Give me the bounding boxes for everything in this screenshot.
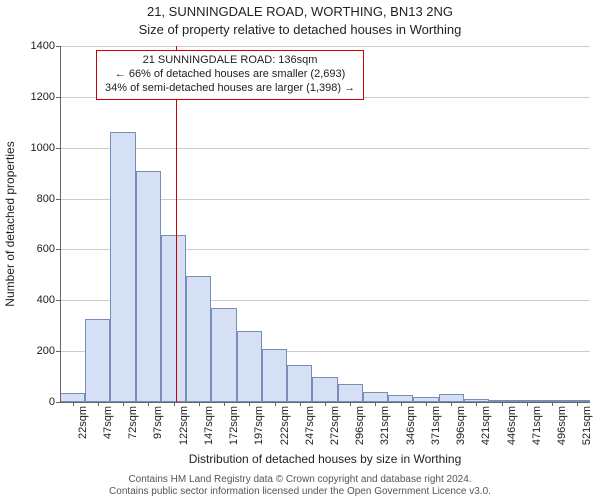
- x-tick-label: 72sqm: [127, 406, 139, 466]
- y-tick: [56, 300, 60, 301]
- x-tick: [401, 402, 402, 406]
- x-tick: [375, 402, 376, 406]
- x-tick-label: 22sqm: [77, 406, 89, 466]
- histogram-bar: [363, 392, 388, 402]
- x-tick-label: 471sqm: [531, 406, 543, 466]
- gridline: [60, 148, 590, 149]
- y-axis-line: [60, 46, 61, 402]
- x-tick: [476, 402, 477, 406]
- x-tick-label: 421sqm: [480, 406, 492, 466]
- x-tick: [199, 402, 200, 406]
- y-tick-label: 800: [5, 193, 55, 205]
- histogram-bar: [60, 393, 85, 402]
- x-tick: [98, 402, 99, 406]
- x-tick-label: 147sqm: [203, 406, 215, 466]
- histogram-bar: [237, 331, 262, 402]
- annotation-line: 21 SUNNINGDALE ROAD: 136sqm: [105, 54, 355, 68]
- x-tick-label: 396sqm: [455, 406, 467, 466]
- y-tick-label: 1400: [5, 40, 55, 52]
- histogram-bar: [85, 319, 110, 402]
- x-tick-label: 222sqm: [279, 406, 291, 466]
- x-tick: [527, 402, 528, 406]
- y-tick: [56, 97, 60, 98]
- x-tick-label: 247sqm: [304, 406, 316, 466]
- histogram-bar: [338, 384, 363, 402]
- y-tick-label: 1200: [5, 91, 55, 103]
- x-tick: [552, 402, 553, 406]
- x-tick: [224, 402, 225, 406]
- histogram-bar: [312, 377, 337, 402]
- histogram-bar: [136, 171, 161, 402]
- gridline: [60, 46, 590, 47]
- y-tick: [56, 402, 60, 403]
- annotation-line: 34% of semi-detached houses are larger (…: [105, 82, 355, 96]
- y-tick-label: 400: [5, 294, 55, 306]
- histogram-bar: [287, 365, 312, 402]
- x-tick-label: 296sqm: [354, 406, 366, 466]
- annotation-line: ← 66% of detached houses are smaller (2,…: [105, 68, 355, 82]
- histogram-bar: [262, 349, 287, 402]
- y-tick-label: 600: [5, 243, 55, 255]
- x-tick: [325, 402, 326, 406]
- histogram-bar: [161, 235, 186, 402]
- x-tick-label: 321sqm: [379, 406, 391, 466]
- x-tick: [350, 402, 351, 406]
- x-tick-label: 197sqm: [253, 406, 265, 466]
- x-tick-label: 272sqm: [329, 406, 341, 466]
- footer-line-2: Contains public sector information licen…: [0, 486, 600, 497]
- y-tick: [56, 351, 60, 352]
- histogram-bar: [439, 394, 464, 402]
- footer-line-1: Contains HM Land Registry data © Crown c…: [0, 474, 600, 485]
- chart-container: { "title": "21, SUNNINGDALE ROAD, WORTHI…: [0, 0, 600, 500]
- x-tick-label: 172sqm: [228, 406, 240, 466]
- annotation-box: 21 SUNNINGDALE ROAD: 136sqm← 66% of deta…: [96, 50, 364, 100]
- x-tick: [148, 402, 149, 406]
- x-tick: [300, 402, 301, 406]
- x-tick: [502, 402, 503, 406]
- x-tick: [249, 402, 250, 406]
- x-tick: [451, 402, 452, 406]
- x-tick-label: 47sqm: [102, 406, 114, 466]
- x-tick: [426, 402, 427, 406]
- histogram-bar: [110, 132, 135, 402]
- y-tick: [56, 148, 60, 149]
- y-tick-label: 200: [5, 345, 55, 357]
- chart-title: 21, SUNNINGDALE ROAD, WORTHING, BN13 2NG: [0, 4, 600, 19]
- histogram-bar: [211, 308, 236, 402]
- y-tick-label: 0: [5, 396, 55, 408]
- x-tick-label: 521sqm: [581, 406, 593, 466]
- y-tick: [56, 46, 60, 47]
- x-tick: [174, 402, 175, 406]
- x-tick-label: 371sqm: [430, 406, 442, 466]
- x-tick-label: 446sqm: [506, 406, 518, 466]
- x-tick-label: 496sqm: [556, 406, 568, 466]
- x-tick-label: 122sqm: [178, 406, 190, 466]
- y-tick: [56, 199, 60, 200]
- x-tick-label: 97sqm: [152, 406, 164, 466]
- x-tick: [275, 402, 276, 406]
- x-tick: [577, 402, 578, 406]
- chart-subtitle: Size of property relative to detached ho…: [0, 22, 600, 37]
- y-tick: [56, 249, 60, 250]
- x-tick-label: 346sqm: [405, 406, 417, 466]
- histogram-bar: [186, 276, 211, 402]
- y-tick-label: 1000: [5, 142, 55, 154]
- x-tick: [123, 402, 124, 406]
- histogram-bar: [388, 395, 413, 402]
- x-tick: [73, 402, 74, 406]
